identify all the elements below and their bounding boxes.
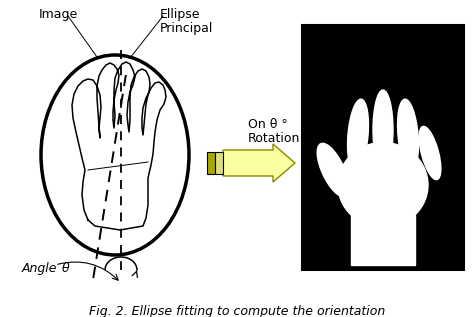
Ellipse shape bbox=[338, 143, 428, 228]
Text: Image: Image bbox=[38, 8, 78, 21]
Bar bbox=[351, 215, 415, 265]
Text: Fig. 2. Ellipse fitting to compute the orientation: Fig. 2. Ellipse fitting to compute the o… bbox=[89, 305, 385, 317]
Bar bbox=[215, 152, 223, 174]
Text: Angle: Angle bbox=[22, 262, 62, 275]
Bar bbox=[302, 25, 464, 270]
Ellipse shape bbox=[317, 143, 349, 197]
Ellipse shape bbox=[373, 90, 393, 170]
Bar bbox=[207, 152, 215, 174]
Text: Principal: Principal bbox=[160, 22, 213, 35]
Ellipse shape bbox=[398, 99, 419, 171]
FancyArrow shape bbox=[223, 144, 295, 182]
Text: θ: θ bbox=[62, 262, 70, 275]
Text: Ellipse: Ellipse bbox=[160, 8, 201, 21]
Text: On θ °: On θ ° bbox=[248, 118, 288, 131]
Text: Rotation: Rotation bbox=[248, 132, 301, 145]
Ellipse shape bbox=[347, 99, 368, 171]
Ellipse shape bbox=[419, 126, 441, 180]
